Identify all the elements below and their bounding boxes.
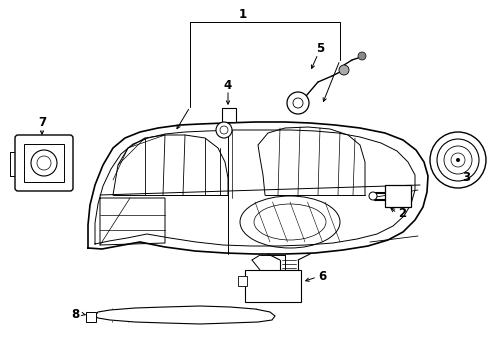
Text: 4: 4 bbox=[224, 78, 232, 91]
Text: 1: 1 bbox=[239, 8, 246, 21]
Circle shape bbox=[286, 92, 308, 114]
Bar bbox=[24, 144, 64, 182]
FancyBboxPatch shape bbox=[15, 135, 73, 191]
Circle shape bbox=[368, 192, 376, 200]
Circle shape bbox=[455, 158, 459, 162]
Text: 5: 5 bbox=[315, 41, 324, 54]
Circle shape bbox=[357, 52, 365, 60]
Text: 6: 6 bbox=[317, 270, 325, 284]
Bar bbox=[384, 185, 410, 207]
Text: 2: 2 bbox=[397, 207, 406, 220]
Bar bbox=[222, 108, 236, 122]
Bar bbox=[86, 312, 96, 322]
Text: 7: 7 bbox=[38, 116, 46, 129]
Bar bbox=[244, 270, 301, 302]
Circle shape bbox=[429, 132, 485, 188]
Text: 3: 3 bbox=[461, 171, 469, 184]
Circle shape bbox=[338, 65, 348, 75]
Text: 8: 8 bbox=[72, 307, 80, 320]
Circle shape bbox=[216, 122, 231, 138]
Polygon shape bbox=[95, 306, 274, 324]
Bar bbox=[238, 276, 246, 286]
Polygon shape bbox=[88, 122, 427, 254]
